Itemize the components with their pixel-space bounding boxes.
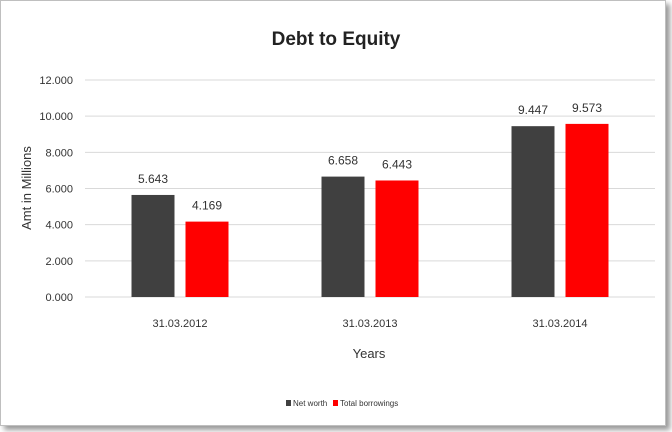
- y-axis-title: Amt in Millions: [19, 146, 34, 230]
- y-tick-label: 0.000: [45, 292, 73, 304]
- bar-net-worth: [511, 126, 555, 297]
- legend-label: Total borrowings: [340, 399, 398, 408]
- category-label: 31.03.2013: [342, 318, 397, 330]
- legend-swatch: [333, 400, 338, 406]
- data-label: 6.443: [382, 157, 412, 171]
- y-tick-labels: 0.000 2.000 4.000 6.000 8.000 10.000 12.000: [39, 75, 73, 304]
- x-axis-title: Years: [353, 346, 386, 361]
- data-label: 5.643: [138, 172, 168, 186]
- bar-net-worth: [321, 176, 365, 297]
- category-labels: 31.03.2012 31.03.2013 31.03.2014: [152, 318, 587, 330]
- data-label: 4.169: [192, 199, 222, 213]
- legend-swatch: [286, 400, 291, 406]
- y-tick-label: 6.000: [45, 184, 73, 196]
- category-label: 31.03.2012: [152, 318, 207, 330]
- chart-title: Debt to Equity: [272, 29, 401, 50]
- category-label: 31.03.2014: [532, 318, 587, 330]
- y-tick-label: 12.000: [39, 75, 73, 87]
- data-label: 6.658: [328, 154, 358, 168]
- gridlines: [85, 79, 655, 298]
- bar-net-worth: [131, 194, 175, 297]
- bar-total-borrowings: [565, 123, 609, 298]
- y-tick-label: 2.000: [45, 256, 73, 268]
- bar-total-borrowings: [185, 221, 229, 297]
- legend-label: Net worth: [293, 399, 327, 408]
- data-label: 9.573: [572, 101, 602, 115]
- bars: [131, 123, 609, 298]
- legend: Net worth Total borrowings: [286, 399, 398, 408]
- data-labels: 5.643 4.169 6.658 6.443 9.447 9.573: [138, 101, 602, 213]
- data-label: 9.447: [518, 103, 548, 117]
- y-tick-label: 8.000: [45, 147, 73, 159]
- y-tick-label: 10.000: [39, 111, 73, 123]
- y-tick-label: 4.000: [45, 220, 73, 232]
- bar-total-borrowings: [375, 180, 419, 297]
